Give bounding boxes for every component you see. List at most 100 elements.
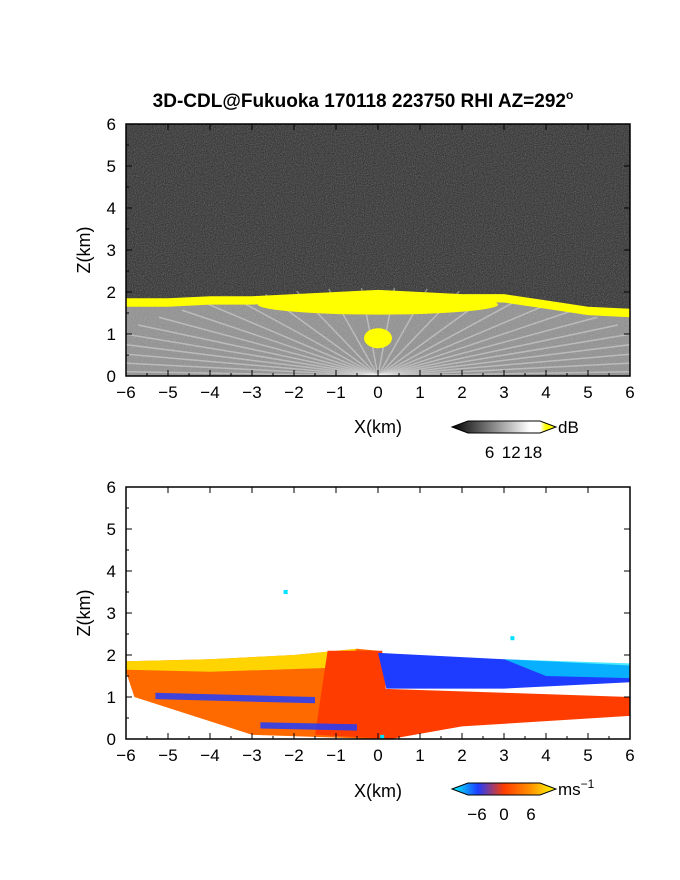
x-tick-label: −6 [116,383,135,402]
beam-streak [207,303,379,376]
x-tick-label: 6 [625,383,634,402]
x-tick-label: −4 [200,746,219,765]
beam-streak [377,324,618,376]
y-axis-title: Z(km) [74,590,94,637]
velocity-negative-streak [260,722,357,731]
beam-streak [138,324,379,376]
y-tick-label: 1 [107,325,116,344]
x-axis-title: X(km) [354,417,402,437]
axes: −6 −5 −4 −3 −2 −1 0 1 2 3 4 5 6 0 1 2 3 4 5 6 [107,115,635,402]
colorbar-tick-label: 12 [502,443,521,462]
beam-streak [377,298,521,376]
x-tick-label: 3 [499,746,508,765]
x-tick-label: 4 [541,383,550,402]
cloud-core [364,328,392,349]
colorbar-velocity: −6 0 6 ms−1 [450,777,595,824]
beam-streak [126,362,379,376]
colorbar-ticks: 6 12 18 [485,443,542,462]
colorbar-unit: ms−1 [558,777,595,799]
y-tick-label: 4 [107,562,116,581]
x-tick-label: 0 [373,746,382,765]
y-tick-label: 6 [107,478,116,497]
colorbar-tick-label: 0 [499,805,508,824]
colorbar-tick-label: 6 [485,443,494,462]
velocity-pixel [380,734,385,739]
beam-streak [377,333,630,376]
x-tick-label: 4 [541,746,550,765]
y-tick-label: 2 [107,646,116,665]
colorbar-backscatter: 6 12 18 dB [450,418,579,462]
x-tick-label: −5 [158,383,177,402]
y-tick-label: 2 [107,283,116,302]
x-tick-label: −1 [326,383,345,402]
x-tick-label: 1 [415,746,424,765]
y-tick-label: 4 [107,199,116,218]
x-tick-label: 0 [373,383,382,402]
cloud-core [258,294,498,315]
beam-streak [158,316,379,376]
velocity-positive-strong [126,648,357,672]
x-tick-label: −4 [200,383,219,402]
x-tick-label: 2 [457,383,466,402]
aerosol-layer-group [126,287,630,376]
velocity-image [126,487,630,739]
velocity-positive-region [126,648,378,739]
y-tick-label: 3 [107,241,116,260]
velocity-negative-streak [155,692,315,704]
backscatter-image [126,124,630,376]
colorbar-bar [450,782,558,796]
beam-streak [377,316,598,376]
colorbar-tick-label: 18 [523,443,542,462]
velocity-near-zero-right [378,688,630,739]
x-tick-label: 3 [499,383,508,402]
velocity-pixel [283,590,288,594]
cloud-base-band [126,289,630,318]
beam-streak [181,309,379,376]
beam-streak [126,343,379,376]
beam-streak [377,353,630,376]
y-tick-label: 6 [107,115,116,134]
beam-streak [377,309,575,376]
x-tick-label: −2 [284,383,303,402]
x-tick-label: 6 [625,746,634,765]
beam-streak [126,353,379,376]
beam-streak [377,303,549,376]
beam-streak [235,298,379,376]
axes: −6 −5 −4 −3 −2 −1 0 1 2 3 4 5 6 0 1 2 3 4 5 6 [107,478,635,765]
beam-streak [126,333,379,376]
colorbar-bar [450,420,558,434]
velocity-near-zero [315,650,391,739]
y-tick-label: 0 [107,367,116,386]
x-axis-title: X(km) [354,781,402,801]
y-tick-label: 0 [107,730,116,749]
colorbar-tick-label: 6 [526,805,535,824]
x-tick-label: −6 [116,746,135,765]
x-tick-label: −3 [242,746,261,765]
velocity-negative-region [378,652,630,689]
x-tick-label: −5 [158,746,177,765]
velocity-negative-weak [504,659,630,679]
y-tick-label: 5 [107,520,116,539]
velocity-pixel [510,636,515,641]
x-tick-label: 2 [457,746,466,765]
chart-title: 3D-CDL@Fukuoka 170118 223750 RHI AZ=292o [153,88,574,112]
y-tick-label: 1 [107,688,116,707]
y-tick-label: 5 [107,157,116,176]
x-tick-label: 5 [583,383,592,402]
x-tick-label: 1 [415,383,424,402]
x-tick-label: −1 [326,746,345,765]
beam-streak [377,362,630,376]
velocity-field-group [126,590,630,739]
y-axis-title: Z(km) [74,227,94,274]
x-tick-label: 5 [583,746,592,765]
colorbar-unit: dB [558,418,579,437]
colorbar-tick-label: −6 [467,805,486,824]
beam-streak [377,343,630,376]
x-tick-label: −3 [242,383,261,402]
x-tick-label: −2 [284,746,303,765]
colorbar-ticks: −6 0 6 [467,805,535,824]
y-tick-label: 3 [107,604,116,623]
